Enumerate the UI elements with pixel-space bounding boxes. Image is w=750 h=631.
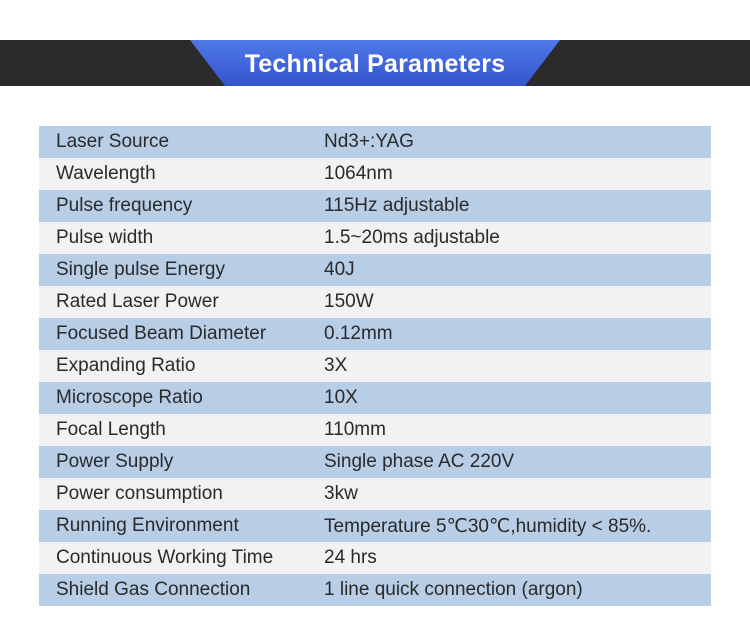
row-value: 1.5~20ms adjustable (324, 227, 500, 248)
table-row: Wavelength 1064nm (39, 158, 711, 190)
row-value: 0.12mm (324, 323, 393, 344)
row-value: 115Hz adjustable (324, 195, 470, 216)
row-label: Expanding Ratio (56, 355, 196, 376)
row-label: Rated Laser Power (56, 291, 219, 312)
row-value: 40J (324, 259, 355, 280)
row-value: 1 line quick connection (argon) (324, 579, 583, 600)
table-row: Pulse width 1.5~20ms adjustable (39, 222, 711, 254)
table-row: Pulse frequency 115Hz adjustable (39, 190, 711, 222)
row-label: Focal Length (56, 419, 166, 440)
row-label: Pulse frequency (56, 195, 193, 216)
table-row: Rated Laser Power 150W (39, 286, 711, 318)
table-row: Running Environment Temperature 5℃30℃,hu… (39, 510, 711, 542)
table-row: Expanding Ratio 3X (39, 350, 711, 382)
row-label: Shield Gas Connection (56, 579, 251, 600)
row-value: 24 hrs (324, 547, 377, 568)
row-label: Focused Beam Diameter (56, 323, 267, 344)
row-value: Temperature 5℃30℃,humidity < 85%. (324, 515, 652, 537)
row-value: 110mm (324, 419, 386, 440)
row-value: 3X (324, 355, 348, 376)
row-value: Nd3+:YAG (324, 131, 414, 152)
page-title: Technical Parameters (244, 50, 506, 78)
table-row: Shield Gas Connection 1 line quick conne… (39, 574, 711, 606)
row-label: Running Environment (56, 515, 239, 536)
row-label: Power consumption (56, 483, 223, 504)
row-value: 150W (324, 291, 374, 312)
row-label: Continuous Working Time (56, 547, 274, 568)
row-label: Microscope Ratio (56, 387, 203, 408)
table-row: Focal Length 110mm (39, 414, 711, 446)
table-row: Laser Source Nd3+:YAG (39, 126, 711, 158)
header-badge (190, 40, 560, 86)
table-row: Single pulse Energy 40J (39, 254, 711, 286)
row-value: 1064nm (324, 163, 393, 184)
table-row: Focused Beam Diameter 0.12mm (39, 318, 711, 350)
row-value: 3kw (324, 483, 358, 504)
row-label: Pulse width (56, 227, 154, 248)
row-label: Single pulse Energy (56, 259, 225, 280)
row-value: 10X (324, 387, 358, 408)
table-row: Microscope Ratio 10X (39, 382, 711, 414)
row-value: Single phase AC 220V (324, 451, 515, 472)
row-label: Wavelength (56, 163, 156, 184)
spec-table: Laser Source Nd3+:YAG Wavelength 1064nm … (39, 126, 711, 606)
table-row: Continuous Working Time 24 hrs (39, 542, 711, 574)
table-row: Power consumption 3kw (39, 478, 711, 510)
row-label: Laser Source (56, 131, 170, 152)
row-label: Power Supply (56, 451, 174, 472)
table-row: Power Supply Single phase AC 220V (39, 446, 711, 478)
